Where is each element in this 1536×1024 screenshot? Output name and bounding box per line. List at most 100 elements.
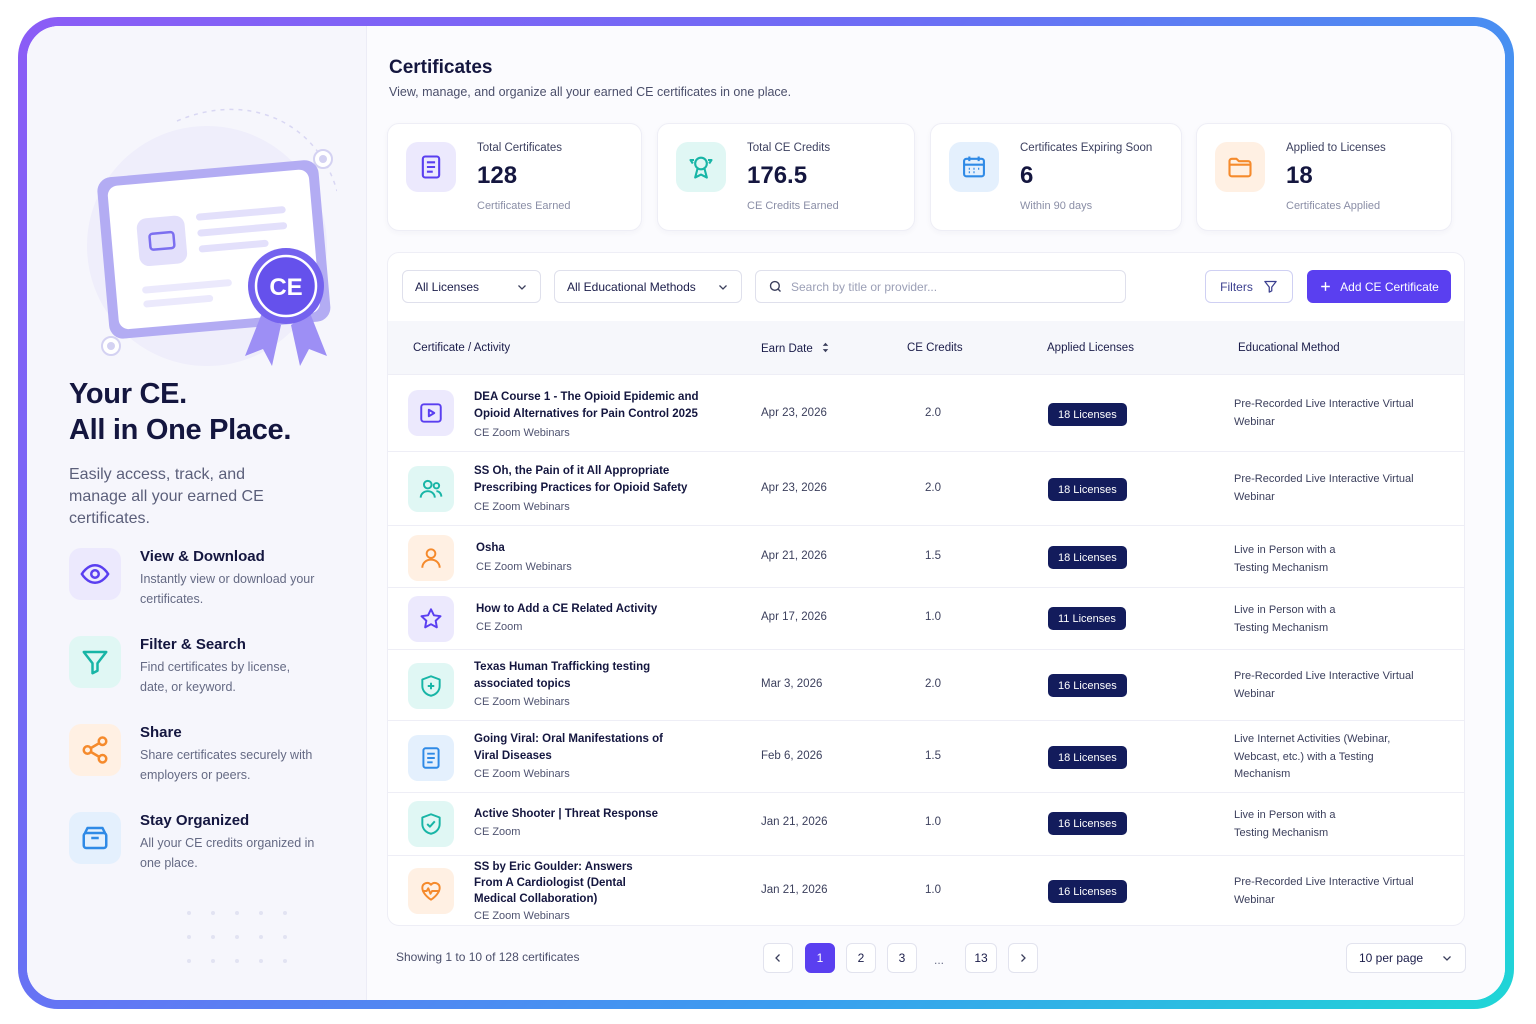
row-method: Pre-Recorded Live Interactive Virtual We… — [1234, 398, 1414, 428]
next-page-button[interactable] — [1008, 943, 1038, 973]
row-title[interactable]: Texas Human Trafficking testing associat… — [474, 661, 651, 690]
shield-check-icon — [408, 801, 454, 847]
stat-note: CE Credits Earned — [747, 200, 839, 212]
filter-icon — [69, 636, 121, 688]
main-content: Certificates View, manage, and organize … — [367, 26, 1505, 1000]
page-button-2[interactable]: 2 — [846, 943, 876, 973]
stat-label: Total CE Credits — [747, 142, 831, 154]
table-row[interactable]: Texas Human Trafficking testing associat… — [388, 649, 1464, 720]
heart-pulse-icon — [408, 868, 454, 914]
chevron-down-icon — [518, 284, 526, 290]
licenses-badge[interactable]: 18 Licenses — [1048, 546, 1127, 569]
row-title[interactable]: Active Shooter | Threat Response — [474, 808, 659, 820]
row-title[interactable]: SS Oh, the Pain of it All Appropriate Pr… — [474, 465, 688, 494]
row-provider: CE Zoom Webinars — [474, 910, 570, 922]
stat-note: Certificates Applied — [1286, 200, 1381, 212]
hero-title: Your CE. All in One Place. — [69, 376, 291, 448]
stat-note: Certificates Earned — [477, 200, 571, 212]
row-method: Pre-Recorded Live Interactive Virtual We… — [1234, 473, 1414, 503]
row-credits: 2.0 — [925, 407, 941, 419]
row-earn-date: Apr 21, 2026 — [761, 550, 827, 562]
table-header: Certificate / Activity Earn Date CE Cred… — [388, 321, 1464, 374]
page-button-13[interactable]: 13 — [965, 943, 997, 973]
hero-subtitle: Easily access, track, and manage all you… — [69, 466, 264, 527]
share-icon — [69, 724, 121, 776]
row-earn-date: Apr 23, 2026 — [761, 482, 827, 494]
licenses-badge[interactable]: 16 Licenses — [1048, 674, 1127, 697]
per-page-value: 10 per page — [1359, 951, 1424, 965]
document-icon — [408, 735, 454, 781]
feature-title: View & Download — [140, 548, 265, 565]
feature-desc: Find certificates by license, date, or k… — [140, 660, 291, 694]
hero-title-line2: All in One Place. — [69, 414, 292, 446]
licenses-badge[interactable]: 11 Licenses — [1048, 607, 1126, 630]
licenses-badge[interactable]: 16 Licenses — [1048, 880, 1127, 903]
feature-title: Filter & Search — [140, 636, 246, 653]
column-header-ce-credits[interactable]: CE Credits — [907, 342, 963, 354]
method-filter-select[interactable]: All Educational Methods — [554, 270, 742, 303]
chevron-down-icon — [1443, 956, 1451, 961]
filters-button[interactable]: Filters — [1205, 270, 1293, 303]
licenses-badge[interactable]: 18 Licenses — [1048, 478, 1127, 501]
sidebar-promo: CE Your CE. All in One Place. Easily acc… — [27, 26, 367, 1000]
stat-value: 6 — [1020, 162, 1034, 189]
row-title[interactable]: Osha — [476, 542, 505, 554]
license-filter-select[interactable]: All Licenses — [402, 270, 541, 303]
search-input[interactable] — [791, 279, 1111, 294]
row-method: Live Internet Activities (Webinar, Webca… — [1234, 733, 1391, 780]
page-button-1[interactable]: 1 — [805, 943, 835, 973]
column-header-educational-method[interactable]: Educational Method — [1238, 342, 1340, 354]
method-filter-value: All Educational Methods — [567, 279, 696, 294]
row-credits: 1.5 — [925, 550, 941, 562]
per-page-select[interactable]: 10 per page — [1346, 943, 1466, 973]
page-button-3[interactable]: 3 — [887, 943, 917, 973]
decorative-dots — [187, 911, 297, 971]
column-header-applied-licenses[interactable]: Applied Licenses — [1047, 342, 1134, 354]
search-box[interactable] — [755, 270, 1126, 303]
row-credits: 1.0 — [925, 816, 941, 828]
row-method: Pre-Recorded Live Interactive Virtual We… — [1234, 876, 1414, 906]
table-row[interactable]: Osha CE Zoom Webinars Apr 21, 2026 1.5 1… — [388, 525, 1464, 587]
table-row[interactable]: DEA Course 1 - The Opioid Epidemic and O… — [388, 374, 1464, 451]
table-row[interactable]: Active Shooter | Threat Response CE Zoom… — [388, 792, 1464, 855]
row-title[interactable]: SS by Eric Goulder: Answers From A Cardi… — [474, 861, 633, 905]
row-credits: 1.0 — [925, 611, 941, 623]
document-icon — [406, 142, 456, 192]
filter-icon — [1264, 280, 1277, 293]
stat-value: 176.5 — [747, 162, 808, 189]
chevron-down-icon — [719, 284, 727, 290]
play-video-icon — [408, 390, 454, 436]
row-earn-date: Mar 3, 2026 — [761, 678, 823, 690]
search-icon — [769, 280, 781, 292]
table-row[interactable]: SS Oh, the Pain of it All Appropriate Pr… — [388, 451, 1464, 525]
licenses-badge[interactable]: 18 Licenses — [1048, 746, 1127, 769]
shield-plus-icon — [408, 663, 454, 709]
row-provider: CE Zoom Webinars — [474, 501, 570, 513]
feature-title: Share — [140, 724, 182, 741]
add-ce-certificate-button[interactable]: Add CE Certificate — [1307, 270, 1451, 303]
app-frame: CE Your CE. All in One Place. Easily acc… — [18, 17, 1514, 1009]
license-filter-value: All Licenses — [415, 279, 480, 294]
row-provider: CE Zoom Webinars — [476, 561, 572, 573]
table-row[interactable]: Going Viral: Oral Manifestations of Vira… — [388, 720, 1464, 792]
app-window: CE Your CE. All in One Place. Easily acc… — [27, 26, 1505, 1000]
hero-title-line1: Your CE. — [69, 378, 187, 410]
previous-page-button[interactable] — [763, 943, 793, 973]
licenses-badge[interactable]: 16 Licenses — [1048, 812, 1127, 835]
column-header-certificate[interactable]: Certificate / Activity — [413, 342, 511, 354]
page-ellipsis: ... — [934, 953, 945, 967]
page-subtitle: View, manage, and organize all your earn… — [389, 85, 792, 99]
column-header-earn-date[interactable]: Earn Date — [761, 342, 830, 355]
row-earn-date: Apr 23, 2026 — [761, 407, 827, 419]
table-row[interactable]: How to Add a CE Related Activity CE Zoom… — [388, 587, 1464, 649]
row-earn-date: Apr 17, 2026 — [761, 611, 827, 623]
stat-label: Certificates Expiring Soon — [1020, 142, 1153, 154]
page-title: Certificates — [389, 57, 493, 78]
row-title[interactable]: DEA Course 1 - The Opioid Epidemic and O… — [474, 391, 699, 420]
user-icon — [408, 535, 454, 581]
table-row[interactable]: SS by Eric Goulder: Answers From A Cardi… — [388, 855, 1464, 925]
row-title[interactable]: Going Viral: Oral Manifestations of Vira… — [474, 733, 663, 762]
row-title[interactable]: How to Add a CE Related Activity — [476, 603, 658, 615]
row-provider: CE Zoom Webinars — [474, 696, 570, 708]
licenses-badge[interactable]: 18 Licenses — [1048, 403, 1127, 426]
